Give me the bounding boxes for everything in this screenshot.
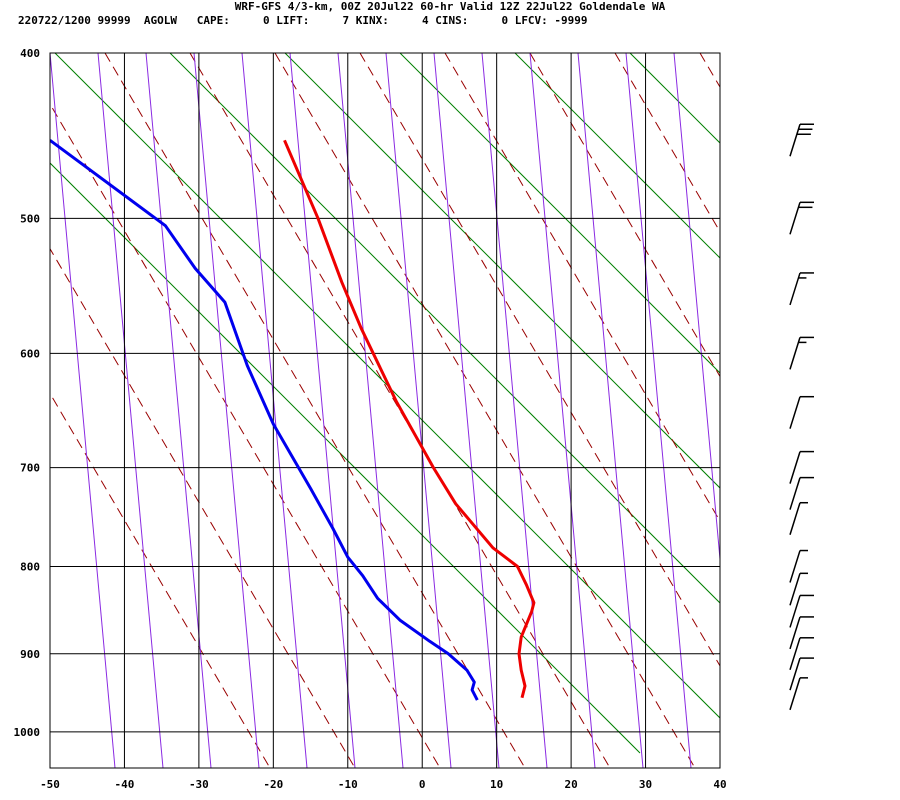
profiles xyxy=(50,139,536,701)
wind-barb xyxy=(789,572,808,606)
barb-staff xyxy=(789,637,801,671)
wind-barbs xyxy=(789,123,814,711)
y-tick-label: 700 xyxy=(20,462,40,475)
moist-adiabat-line xyxy=(699,53,720,89)
dry-adiabat-line xyxy=(50,162,641,754)
moist-adiabat-line xyxy=(614,53,720,233)
y-tick-label: 600 xyxy=(20,347,40,360)
x-tick-label: -20 xyxy=(263,778,283,791)
x-tick-label: -10 xyxy=(338,778,358,791)
y-tick-label: 400 xyxy=(20,47,40,60)
wind-barb xyxy=(789,123,814,157)
x-tick-label: 40 xyxy=(713,778,726,791)
moist-adiabat-line xyxy=(50,392,271,768)
mixing-ratio-line xyxy=(481,53,548,768)
moist-adiabat-line xyxy=(274,53,696,768)
mixing-ratio-line xyxy=(625,53,692,768)
dry-adiabat-line xyxy=(514,53,720,259)
chart-subtitle: 220722/1200 99999 AGOLW CAPE: 0 LIFT: 7 … xyxy=(18,14,588,27)
y-tick-label: 900 xyxy=(20,648,40,661)
plot-frame xyxy=(49,52,721,769)
wind-barb xyxy=(789,549,808,583)
mixing-ratio-line xyxy=(337,53,404,768)
grid-lines xyxy=(49,52,721,768)
barb-staff xyxy=(789,616,801,650)
profile-line xyxy=(283,139,536,699)
barb-staff xyxy=(789,124,801,157)
barb-staff xyxy=(789,595,801,628)
barb-staff xyxy=(789,477,801,510)
mixing-ratio-line xyxy=(722,53,787,768)
x-tick-label: 10 xyxy=(490,778,503,791)
dry-adiabat-line xyxy=(399,53,720,374)
y-tick-label: 1000 xyxy=(14,726,41,739)
wind-barb xyxy=(789,637,814,671)
profile-line xyxy=(50,139,479,701)
x-tick-labels: -50 -40 -30 -20 -10 0 10 20 30 40 xyxy=(40,778,727,791)
x-tick-label: 20 xyxy=(564,778,577,791)
moist-adiabat-line xyxy=(189,53,611,768)
mixing-ratio-line xyxy=(97,53,164,768)
mixing-ratio-line xyxy=(529,53,596,768)
barb-staff xyxy=(789,677,801,711)
barb-staff xyxy=(789,573,801,606)
wind-barb xyxy=(789,501,808,535)
wind-barb xyxy=(789,450,814,484)
y-tick-labels: 400 500 600 700 800 900 1000 xyxy=(14,47,41,739)
dry-adiabat-line xyxy=(860,53,900,753)
y-tick-label: 800 xyxy=(20,561,40,574)
mixing-ratio-line xyxy=(50,53,116,768)
moist-adiabat-line xyxy=(785,53,900,768)
dry-adiabat-line xyxy=(745,53,900,753)
mixing-ratio-line xyxy=(433,53,500,768)
barb-staff xyxy=(789,337,801,370)
wind-barb xyxy=(789,594,814,628)
wind-barb xyxy=(789,476,814,510)
dry-adiabat-line xyxy=(54,53,720,719)
barb-staff xyxy=(789,451,801,484)
moist-adiabat-line xyxy=(444,53,720,523)
moist-adiabat-line xyxy=(50,247,356,768)
barb-staff xyxy=(789,550,801,583)
wind-barb xyxy=(789,272,814,306)
wind-barb xyxy=(789,616,814,650)
x-tick-label: -40 xyxy=(115,778,135,791)
mixing-ratio-line xyxy=(241,53,308,768)
chart-title: WRF-GFS 4/3-km, 00Z 20Jul22 60-hr Valid … xyxy=(234,0,666,13)
barb-staff xyxy=(789,396,801,429)
wind-barb xyxy=(789,201,814,235)
background-lines xyxy=(50,53,900,768)
wind-barb xyxy=(789,336,814,370)
barb-staff xyxy=(789,502,801,535)
dry-adiabat-line xyxy=(284,53,720,489)
mixing-ratio-line xyxy=(385,53,452,768)
y-tick-label: 500 xyxy=(20,212,40,225)
mixing-ratio-line xyxy=(289,53,356,768)
x-tick-label: -50 xyxy=(40,778,60,791)
mixing-ratio-line xyxy=(145,53,212,768)
wind-barb xyxy=(789,395,814,429)
wind-barb xyxy=(789,657,814,691)
x-tick-label: 30 xyxy=(639,778,652,791)
wind-barb xyxy=(789,677,808,711)
moist-adiabat-line xyxy=(50,103,441,768)
barb-staff xyxy=(789,272,801,306)
moist-adiabat-line xyxy=(104,53,526,768)
barb-staff xyxy=(789,657,801,691)
mixing-ratio-line xyxy=(770,53,835,768)
x-tick-label: -30 xyxy=(189,778,209,791)
barb-staff xyxy=(789,202,801,235)
x-tick-label: 0 xyxy=(419,778,426,791)
moist-adiabat-line xyxy=(359,53,720,667)
mixing-ratio-line xyxy=(577,53,644,768)
mixing-ratio-line xyxy=(193,53,260,768)
dry-adiabat-line xyxy=(629,53,720,144)
mixing-ratio-line xyxy=(673,53,720,565)
dry-adiabat-line xyxy=(169,53,720,604)
